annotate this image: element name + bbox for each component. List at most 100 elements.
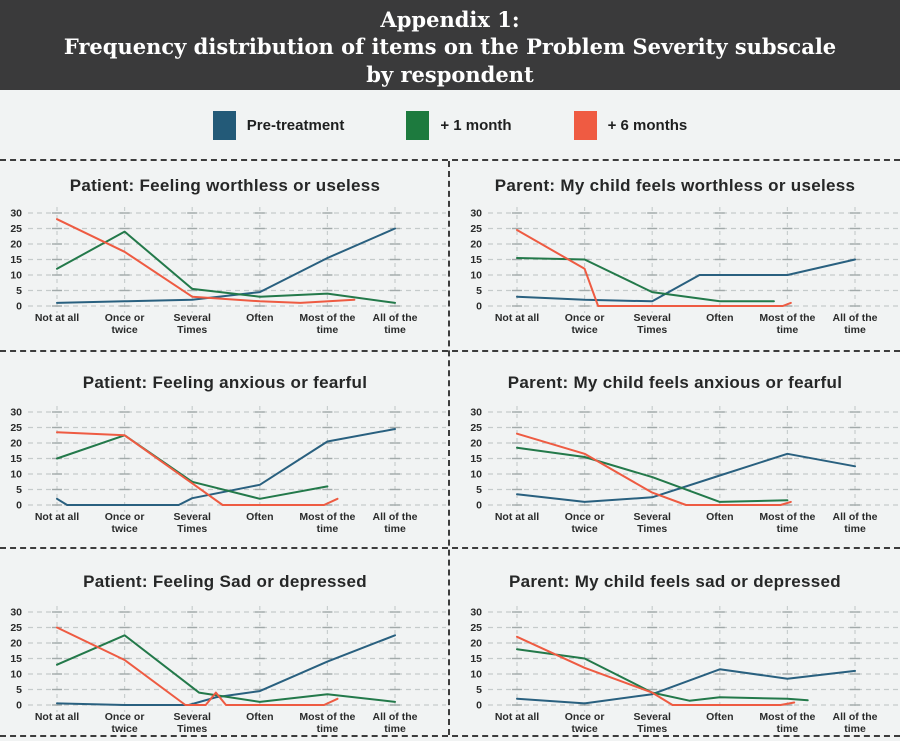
y-axis-tick-label: 5 [16,285,22,297]
x-axis-tick-label: Several [634,711,671,723]
x-axis-tick-label: time [384,324,406,336]
x-axis-tick-label: Once or [565,711,605,723]
y-axis-tick-label: 20 [10,638,22,650]
legend-swatch-plus-6-months [573,110,597,140]
x-axis-tick-label: Several [634,511,671,523]
header-title-line3: by respondent [366,62,534,87]
y-axis-tick-label: 20 [470,638,482,650]
series-line-pre-treatment [516,452,856,503]
x-axis-tick-label: All of the [833,711,878,723]
y-axis-tick-label: 5 [476,684,482,696]
x-axis-tick-label: Most of the [299,711,355,723]
series-line--6-months [516,432,792,506]
x-axis-tick-label: Once or [565,312,605,324]
y-axis-tick-label: 30 [470,208,482,220]
panel-patient-worthless: 0 5 10 15 20 25 30 Not at all Once or twice Severa… [0,160,450,350]
x-axis-tick-label: time [777,324,799,336]
x-axis-tick-label: Several [174,711,211,723]
legend-swatch-pre-treatment [212,110,236,140]
y-axis-tick-label: 15 [10,653,22,665]
panel-patient-anxious: 0 5 10 15 20 25 30 Not at all Once or twice Severa… [0,351,450,547]
y-axis-tick-label: 10 [470,669,482,681]
x-axis-tick-label: time [317,324,339,336]
panel-separator-bottom [0,735,900,737]
y-axis-tick-label: 25 [10,622,22,634]
y-axis-tick-label: 30 [470,607,482,619]
legend-item-plus-6-months: + 6 months [573,110,687,140]
x-axis-tick-label: time [844,324,866,336]
x-axis-tick-label: Often [246,511,273,523]
y-axis-tick-label: 0 [476,500,482,512]
x-axis-tick-label: time [844,723,866,735]
x-axis-tick-label: All of the [833,511,878,523]
chart-title: Patient: Feeling anxious or fearful [82,373,368,392]
x-axis-tick-label: All of the [833,312,878,324]
y-axis-tick-label: 20 [470,438,482,450]
y-axis-tick-label: 25 [470,622,482,634]
series-line-pre-treatment [56,634,396,706]
x-axis-tick-label: time [384,523,406,535]
x-axis-tick-label: Times [177,523,207,535]
y-axis-tick-label: 10 [470,469,482,481]
x-axis-tick-label: twice [571,723,597,735]
x-axis-tick-label: twice [111,523,137,535]
y-axis-tick-label: 25 [470,223,482,235]
x-axis-tick-label: Most of the [759,312,815,324]
y-axis-tick-label: 0 [476,700,482,712]
x-axis-tick-label: Not at all [495,511,539,523]
x-axis-tick-label: time [777,723,799,735]
series-line--6-months [516,635,796,706]
x-axis-tick-label: time [317,523,339,535]
x-axis-tick-label: Once or [105,711,145,723]
x-axis-tick-label: Most of the [299,312,355,324]
header-title-line2: Frequency distribution of items on the P… [63,34,837,59]
y-axis-tick-label: 25 [10,223,22,235]
x-axis-tick-label: All of the [373,511,418,523]
series-line--1-month [516,257,775,303]
y-axis-tick-label: 20 [470,239,482,251]
legend-item-pre-treatment: Pre-treatment [212,110,344,140]
x-axis-tick-label: Often [706,312,733,324]
legend-item-plus-1-month: + 1 month [406,110,512,140]
x-axis-tick-label: All of the [373,312,418,324]
x-axis-tick-label: twice [571,523,597,535]
y-axis-tick-label: 30 [10,607,22,619]
x-axis-tick-label: Often [706,511,733,523]
x-axis-tick-label: Not at all [35,711,79,723]
y-axis-tick-label: 30 [470,407,482,419]
y-axis-tick-label: 15 [470,453,482,465]
y-axis-tick-label: 10 [10,270,22,282]
y-axis-tick-label: 0 [16,301,22,313]
x-axis-tick-label: twice [571,324,597,336]
chart-title: Parent: My child feels sad or depressed [509,572,841,591]
series-line--1-month [56,434,329,500]
series-line-pre-treatment [516,258,856,303]
y-axis-tick-label: 25 [470,422,482,434]
x-axis-tick-label: time [317,723,339,735]
chart-title: Patient: Feeling Sad or depressed [83,572,367,591]
panel-separator-mid1 [0,350,900,352]
x-axis-tick-label: Not at all [495,711,539,723]
series-line--1-month [56,230,396,304]
y-axis-tick-label: 15 [470,254,482,266]
y-axis-tick-label: 10 [470,270,482,282]
y-axis-tick-label: 30 [10,208,22,220]
y-axis-tick-label: 20 [10,438,22,450]
x-axis-tick-label: Several [174,511,211,523]
series-line--1-month [516,446,789,503]
x-axis-tick-label: Most of the [759,711,815,723]
series-line--6-months [516,229,792,307]
series-line--1-month [516,648,809,702]
y-axis-tick-label: 10 [10,469,22,481]
x-axis-tick-label: time [384,723,406,735]
series-line--1-month [56,634,396,703]
y-axis-tick-label: 5 [476,484,482,496]
series-line--6-months [56,218,356,304]
series-line--6-months [56,431,339,506]
series-line-pre-treatment [56,227,396,304]
